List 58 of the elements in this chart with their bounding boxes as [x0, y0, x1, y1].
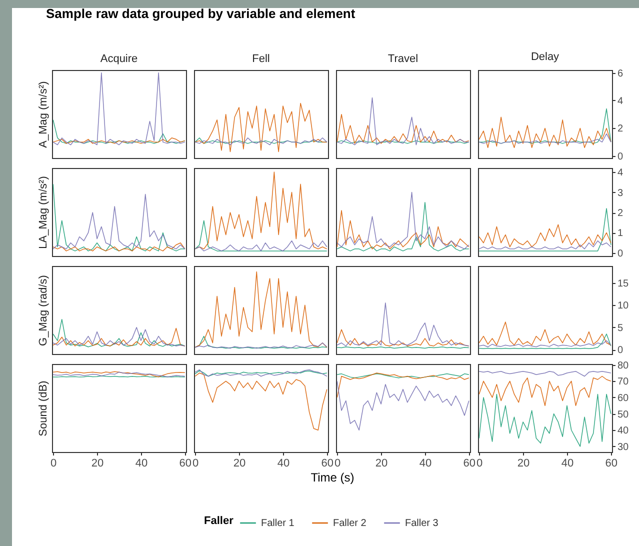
- chart-title: Delay: [530, 50, 560, 63]
- y-tick-label: 30: [618, 442, 630, 453]
- y-tick-label: 70: [618, 376, 630, 388]
- x-tick-label: 60: [179, 458, 192, 470]
- legend-label: Faller 2: [333, 518, 367, 529]
- y-tick-label: 15: [618, 278, 630, 290]
- y-tick-label: 60: [618, 392, 630, 404]
- y-tick-label: 6: [618, 68, 624, 80]
- chart-title: Acquire: [100, 53, 138, 65]
- y-axis-title: LA_Mag (m/s²): [38, 176, 50, 249]
- line-series: [478, 322, 612, 346]
- x-tick-label: 40: [561, 458, 574, 470]
- x-tick-label: 60: [321, 458, 334, 470]
- text: Sample raw data grouped by variable and element: [46, 6, 356, 21]
- x-tick-label: 40: [277, 458, 290, 470]
- y-tick-label: 0: [618, 151, 624, 162]
- line-series: [478, 334, 612, 350]
- x-tick-label: 60: [463, 458, 476, 470]
- y-tick-label: 0: [618, 248, 624, 260]
- y-axis-title: A_Mag (m/s²): [38, 81, 50, 148]
- y-axis-title: Sound (dB): [38, 380, 50, 436]
- y-axis-title: G_Mag (rad/s): [38, 275, 50, 346]
- y-tick-label: 0: [618, 345, 624, 356]
- y-tick-label: 5: [618, 322, 624, 334]
- line-series: [478, 224, 612, 248]
- x-tick-label: 20: [233, 458, 246, 470]
- line-series: [478, 340, 612, 348]
- x-axis-title: Time (s): [310, 470, 354, 484]
- legend-label: Faller 1: [261, 518, 295, 529]
- y-tick-label: 80: [618, 360, 630, 372]
- y-tick-label: 2: [618, 124, 624, 135]
- x-tick-label: 0: [476, 458, 483, 470]
- line-series: [478, 376, 612, 406]
- x-tick-label: 40: [135, 458, 148, 470]
- y-tick-label: 50: [618, 409, 630, 420]
- x-tick-label: 0: [192, 458, 199, 470]
- y-tick-label: 1: [618, 228, 624, 240]
- x-tick-label: 40: [419, 458, 432, 470]
- legend-title: Faller: [204, 515, 234, 527]
- chart-title: Travel: [388, 53, 418, 65]
- line-series: [478, 116, 612, 148]
- y-tick-label: 2: [618, 208, 624, 220]
- line-series: [478, 394, 612, 447]
- x-tick-label: 20: [91, 458, 104, 470]
- x-tick-label: 20: [375, 458, 388, 470]
- y-tick-label: 40: [618, 426, 630, 437]
- x-tick-label: 0: [50, 458, 57, 470]
- x-tick-label: 0: [334, 458, 341, 470]
- y-tick-label: 10: [618, 300, 630, 312]
- y-tick-label: 3: [618, 188, 624, 199]
- line-series: [478, 208, 612, 252]
- line-series: [478, 133, 612, 144]
- y-tick-label: 4: [618, 168, 624, 179]
- y-tick-label: 4: [618, 96, 624, 107]
- x-tick-label: 20: [517, 458, 530, 470]
- chart-title: Fell: [252, 53, 270, 65]
- line-series: [478, 240, 612, 250]
- legend-label: Faller 3: [405, 518, 439, 529]
